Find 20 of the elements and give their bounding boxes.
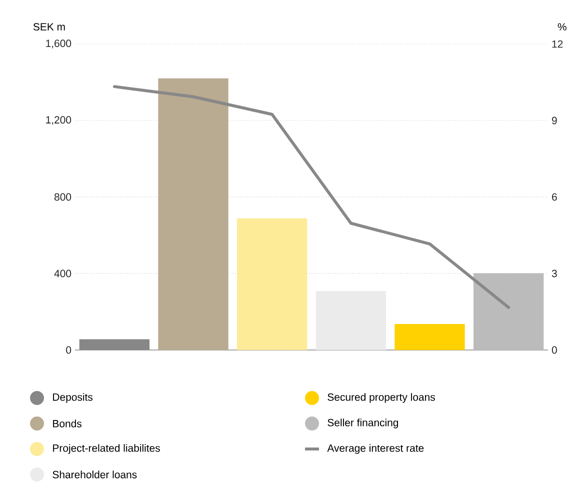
- y-tick-label: 1,600: [46, 40, 72, 48]
- y2-tick-label: 9: [552, 116, 557, 124]
- y-axis-title: SEK m: [33, 23, 65, 31]
- legend-label: Deposits: [53, 393, 93, 403]
- legend-label: Project-related liabilites: [53, 444, 160, 454]
- y-tick-label: 0: [66, 346, 72, 354]
- legend-label: Seller financing: [328, 418, 398, 428]
- legend-label: Average interest rate: [327, 444, 424, 454]
- y-tick-label: 1,200: [46, 116, 72, 125]
- y2-tick-label: 6: [552, 193, 557, 201]
- y2-tick-label: 12: [552, 40, 563, 48]
- legend-label: Shareholder loans: [52, 470, 137, 478]
- legend-label: Bonds: [53, 420, 82, 428]
- y-tick-label: 800: [54, 193, 72, 201]
- line-series: [112, 85, 510, 309]
- y2-tick-label: 3: [552, 270, 557, 278]
- legend-label: Secured property loans: [328, 393, 435, 403]
- y-tick-label: 400: [54, 270, 72, 278]
- y2-axis-title: %: [558, 23, 566, 31]
- y2-tick-label: 0: [552, 346, 557, 354]
